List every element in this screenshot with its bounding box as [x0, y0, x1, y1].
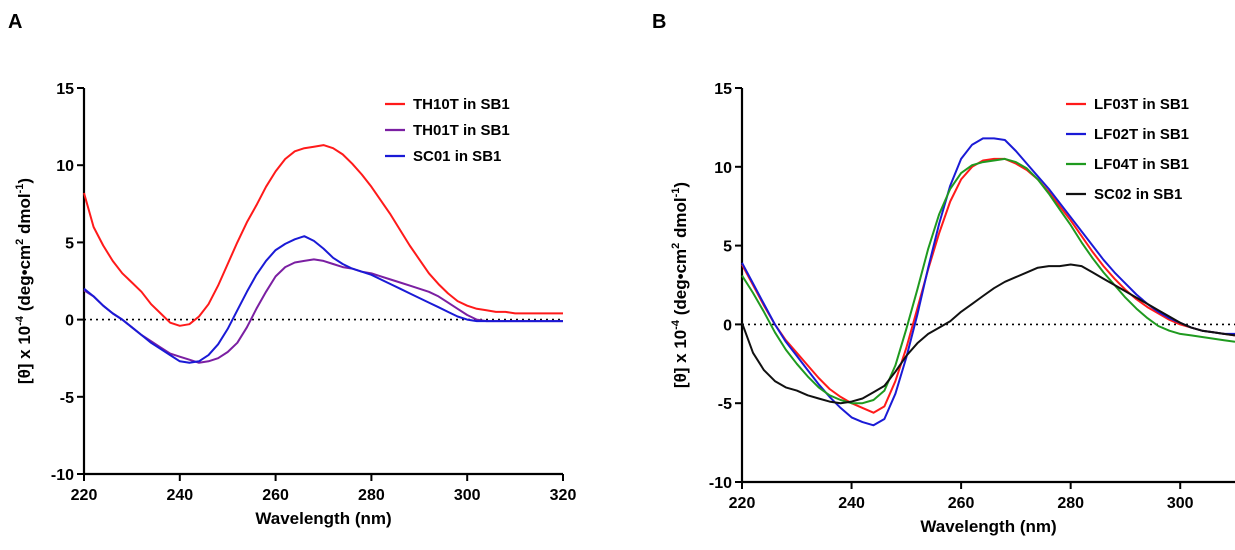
x-tick-label: 260	[262, 487, 289, 504]
legend-label: TH10T in SB1	[413, 96, 510, 113]
x-tick-label: 280	[358, 487, 385, 504]
legend: LF03T in SB1 LF02T in SB1 LF04T in SB1 SC02…	[1066, 96, 1189, 203]
y-tick-label: -10	[51, 467, 74, 484]
x-tick-label: 240	[166, 487, 193, 504]
legend-label: SC01 in SB1	[413, 148, 501, 165]
y-axis-title-part: (deg•cm	[15, 245, 34, 316]
y-tick-label: 5	[65, 235, 74, 252]
x-tick-label: 280	[1057, 495, 1084, 512]
y-axis-title-part: [θ] x 10	[671, 330, 690, 388]
y-tick-label: 5	[723, 239, 732, 256]
y-tick-label: 10	[56, 158, 74, 175]
series-line-2	[741, 137, 1235, 427]
series-line-1	[83, 144, 563, 327]
y-axis-title-part: [θ] x 10	[15, 326, 34, 384]
x-tick-label: 260	[948, 495, 975, 512]
x-tick-label: 320	[550, 487, 577, 504]
y-tick-label: 15	[56, 81, 74, 98]
chart-panel-a: A -10 -5 0 5 10 15 220 240 260 280 300 320 Wavelength…	[8, 11, 576, 528]
y-axis-title-superscript: -4	[14, 315, 26, 326]
legend-label: LF03T in SB1	[1094, 96, 1189, 113]
y-axis-title-part: )	[671, 182, 690, 188]
y-axis-title-superscript: -1	[670, 188, 682, 198]
y-tick-label: 10	[714, 160, 732, 177]
x-tick-label: 240	[838, 495, 865, 512]
panel-letter: B	[652, 11, 666, 33]
series-line-1	[741, 157, 1235, 414]
x-tick-label: 300	[454, 487, 481, 504]
y-axis-title: [θ] x 10-4 (deg•cm2 dmol-1)	[14, 178, 34, 384]
y-axis-title-part: (deg•cm	[671, 249, 690, 320]
y-axis-title-superscript: 2	[670, 243, 682, 249]
legend-label: SC02 in SB1	[1094, 186, 1182, 203]
panel-letter: A	[8, 11, 22, 33]
series-line-4	[741, 263, 1235, 405]
x-axis-title: Wavelength (nm)	[920, 517, 1056, 536]
y-tick-label: -5	[60, 390, 74, 407]
legend-label: LF02T in SB1	[1094, 126, 1189, 143]
y-tick-label: 0	[723, 317, 732, 334]
x-tick-label: 300	[1167, 495, 1194, 512]
y-axis-title: [θ] x 10-4 (deg•cm2 dmol-1)	[670, 182, 690, 388]
y-axis-title-part: )	[15, 178, 34, 184]
series-line-3	[741, 157, 1235, 405]
y-axis-title-superscript: -4	[670, 319, 682, 330]
y-axis-title-superscript: -1	[14, 184, 26, 194]
y-tick-label: -10	[709, 475, 732, 492]
y-axis-title-part: dmol	[15, 193, 34, 238]
legend-label: LF04T in SB1	[1094, 156, 1189, 173]
series-line-3	[83, 235, 563, 364]
chart-panel-b: B -10 -5 0 5 10 15 220 240 260 280 300 Wavelength (n…	[652, 11, 1235, 536]
x-axis-title: Wavelength (nm)	[255, 509, 391, 528]
legend-label: TH01T in SB1	[413, 122, 510, 139]
y-axis-title-superscript: 2	[14, 239, 26, 245]
legend: TH10T in SB1 TH01T in SB1 SC01 in SB1	[385, 96, 510, 165]
x-tick-label: 220	[71, 487, 98, 504]
y-tick-label: -5	[718, 396, 732, 413]
x-tick-label: 220	[729, 495, 756, 512]
y-tick-label: 15	[714, 81, 732, 98]
y-tick-label: 0	[65, 313, 74, 330]
y-axis-title-part: dmol	[671, 197, 690, 242]
